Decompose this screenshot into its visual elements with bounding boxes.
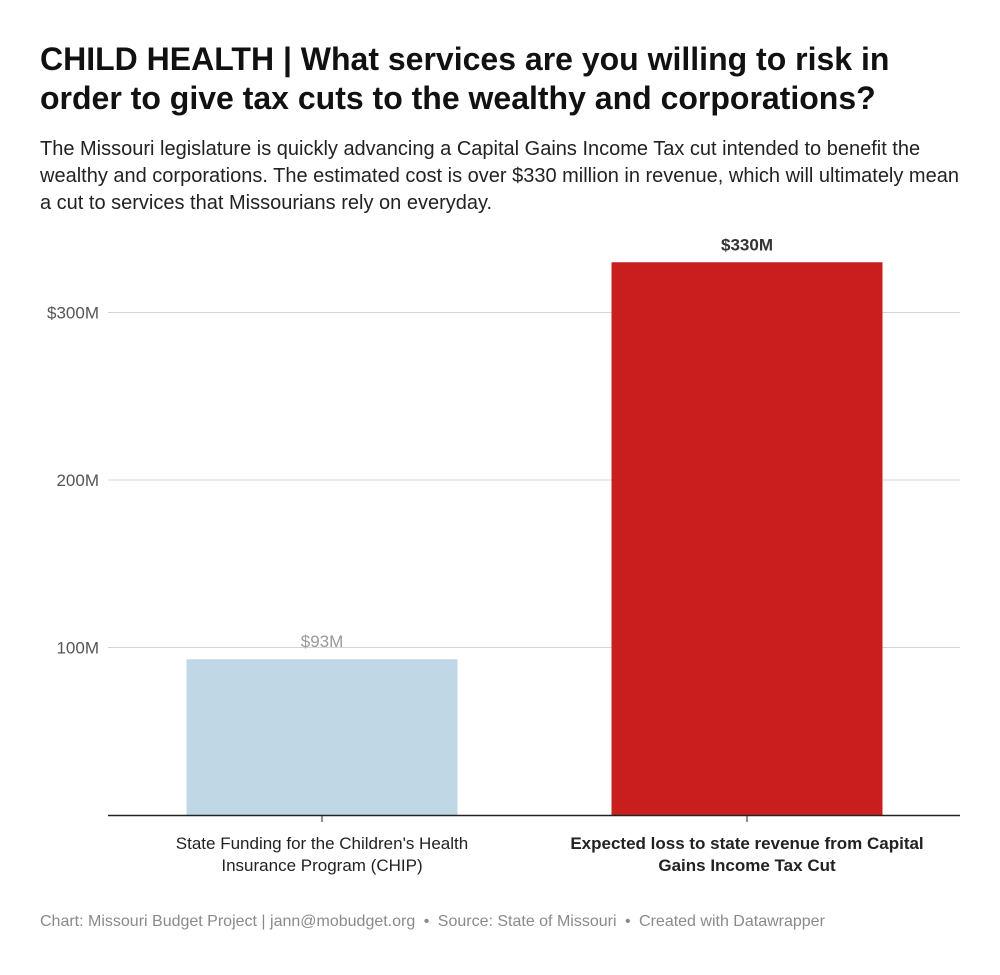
bars: $93M $330M [186, 235, 883, 815]
bar-value-label: $330M [721, 235, 773, 254]
x-category-label: State Funding for the Children's Health [176, 834, 468, 853]
footer-separator: • [624, 913, 631, 930]
chart-subtitle: The Missouri legislature is quickly adva… [40, 138, 959, 214]
category-labels: State Funding for the Children's Health I… [176, 815, 924, 875]
bar [186, 659, 458, 815]
x-category-label: Expected loss to state revenue from Capi… [570, 834, 923, 853]
chart-credit: Chart: Missouri Budget Project | jann@mo… [40, 913, 416, 930]
y-tick-label: 100M [56, 639, 99, 658]
x-category-label: Insurance Program (CHIP) [221, 856, 422, 875]
chart-title: CHILD HEALTH | What services are you wil… [40, 41, 890, 116]
y-axis: 100M 200M $300M [47, 304, 99, 658]
x-category-label: Gains Income Tax Cut [658, 856, 836, 875]
chart-footer: Chart: Missouri Budget Project | jann@mo… [40, 913, 825, 931]
footer-separator: • [423, 913, 430, 930]
bar [611, 262, 883, 815]
created-with: Created with Datawrapper [639, 913, 825, 930]
bar-value-label: $93M [301, 632, 344, 651]
y-tick-label: $300M [47, 304, 99, 323]
chart-source: Source: State of Missouri [437, 913, 617, 930]
y-tick-label: 200M [56, 471, 99, 490]
